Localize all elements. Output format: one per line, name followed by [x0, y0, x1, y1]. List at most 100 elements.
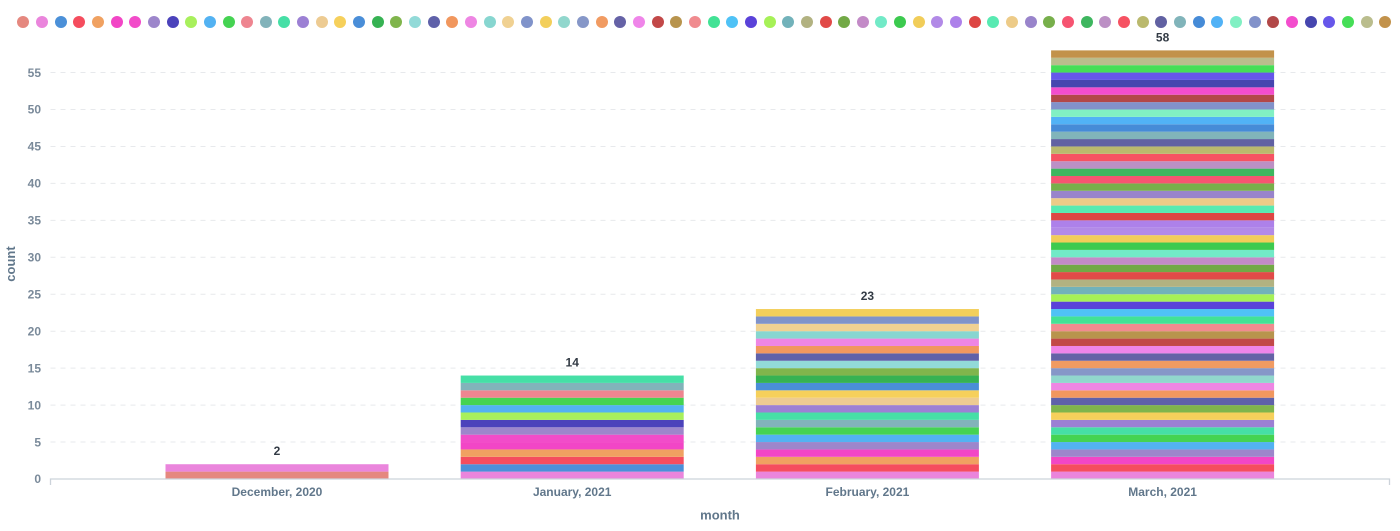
legend-dot[interactable] [819, 16, 832, 28]
bar-segment[interactable] [755, 464, 979, 472]
legend-dot[interactable] [521, 16, 534, 28]
bar-segment[interactable] [1051, 360, 1275, 369]
legend-dot[interactable] [203, 16, 216, 28]
legend-dot[interactable] [1192, 16, 1205, 28]
bar-segment[interactable] [755, 427, 979, 435]
bar-segment[interactable] [1051, 176, 1275, 184]
bar-segment[interactable] [1051, 72, 1275, 80]
bar-segment[interactable] [1051, 227, 1275, 236]
legend-dot[interactable] [241, 16, 254, 28]
bar-segment[interactable] [755, 360, 979, 369]
legend-dot[interactable] [371, 16, 384, 28]
bar-segment[interactable] [1051, 116, 1275, 125]
legend-dot[interactable] [576, 16, 589, 28]
legend-dot[interactable] [427, 16, 440, 28]
bar-segment[interactable] [1051, 50, 1275, 58]
bar-segment[interactable] [1051, 235, 1275, 243]
legend-dot[interactable] [353, 16, 366, 28]
legend-dot[interactable] [1099, 16, 1112, 28]
legend-dot[interactable] [744, 16, 757, 28]
legend-dot[interactable] [409, 16, 422, 28]
bar-segment[interactable] [1051, 338, 1275, 346]
bar-segment[interactable] [1051, 382, 1275, 391]
legend-dot[interactable] [1006, 16, 1019, 28]
bar-segment[interactable] [460, 427, 684, 435]
bar-segment[interactable] [1051, 109, 1275, 117]
legend-dot[interactable] [875, 16, 888, 28]
bar-segment[interactable] [755, 368, 979, 376]
legend-dot[interactable] [297, 16, 310, 28]
bar-segment[interactable] [460, 382, 684, 391]
bar-segment[interactable] [1051, 205, 1275, 213]
bar-segment[interactable] [460, 434, 684, 443]
legend-dot[interactable] [334, 16, 347, 28]
legend-dot[interactable] [502, 16, 515, 28]
bar-segment[interactable] [1051, 331, 1275, 339]
bar-segment[interactable] [1051, 309, 1275, 317]
bar-segment[interactable] [1051, 87, 1275, 95]
bar-segment[interactable] [1051, 471, 1275, 479]
legend-dot[interactable] [707, 16, 720, 28]
legend-dot[interactable] [1211, 16, 1224, 28]
bar-segment[interactable] [1051, 102, 1275, 110]
legend-dot[interactable] [1379, 16, 1392, 28]
legend-dot[interactable] [1173, 16, 1186, 28]
bar-segment[interactable] [1051, 375, 1275, 383]
bar-segment[interactable] [460, 390, 684, 398]
bar-segment[interactable] [1051, 412, 1275, 420]
bar-segment[interactable] [1051, 316, 1275, 324]
legend-dot[interactable] [558, 16, 571, 28]
bar-segment[interactable] [755, 390, 979, 398]
bar-segment[interactable] [165, 471, 389, 479]
legend-dot[interactable] [465, 16, 478, 28]
legend-dot[interactable] [73, 16, 86, 28]
legend-dot[interactable] [1043, 16, 1056, 28]
legend-dot[interactable] [1118, 16, 1131, 28]
bar-segment[interactable] [755, 309, 979, 317]
legend-dot[interactable] [1304, 16, 1317, 28]
legend-dot[interactable] [1267, 16, 1280, 28]
bar-segment[interactable] [1051, 94, 1275, 103]
legend-dot[interactable] [129, 16, 142, 28]
legend-dot[interactable] [950, 16, 963, 28]
legend-dot[interactable] [670, 16, 683, 28]
bar-segment[interactable] [1051, 79, 1275, 88]
bar-segment[interactable] [1051, 442, 1275, 450]
legend-dot[interactable] [632, 16, 645, 28]
legend-dot[interactable] [912, 16, 925, 28]
bar-segment[interactable] [755, 316, 979, 324]
bar-segment[interactable] [1051, 198, 1275, 206]
legend-dot[interactable] [390, 16, 403, 28]
bar-segment[interactable] [1051, 456, 1275, 465]
legend-dot[interactable] [147, 16, 160, 28]
legend-dot[interactable] [91, 16, 104, 28]
bar-segment[interactable] [1051, 220, 1275, 228]
bar-segment[interactable] [1051, 65, 1275, 73]
bar-segment[interactable] [1051, 419, 1275, 428]
legend-dot[interactable] [1248, 16, 1261, 28]
bar-segment[interactable] [1051, 464, 1275, 472]
bar-segment[interactable] [755, 397, 979, 406]
bar-segment[interactable] [755, 375, 979, 383]
bar-segment[interactable] [1051, 286, 1275, 295]
bar-segment[interactable] [460, 405, 684, 413]
bar-segment[interactable] [755, 456, 979, 465]
legend-dot[interactable] [110, 16, 123, 28]
bar-segment[interactable] [755, 345, 979, 354]
bar-segment[interactable] [165, 464, 389, 472]
bar-segment[interactable] [460, 442, 684, 450]
bar-segment[interactable] [1051, 353, 1275, 361]
legend-dot[interactable] [688, 16, 701, 28]
bar-segment[interactable] [755, 449, 979, 457]
bar-segment[interactable] [1051, 212, 1275, 221]
legend-dot[interactable] [446, 16, 459, 28]
legend-dot[interactable] [838, 16, 851, 28]
bar-segment[interactable] [755, 353, 979, 361]
bar-segment[interactable] [755, 419, 979, 428]
legend-dot[interactable] [1285, 16, 1298, 28]
bar-segment[interactable] [460, 375, 684, 383]
legend-dot[interactable] [595, 16, 608, 28]
bar-segment[interactable] [460, 471, 684, 479]
legend-dot[interactable] [894, 16, 907, 28]
bar-segment[interactable] [1051, 249, 1275, 258]
